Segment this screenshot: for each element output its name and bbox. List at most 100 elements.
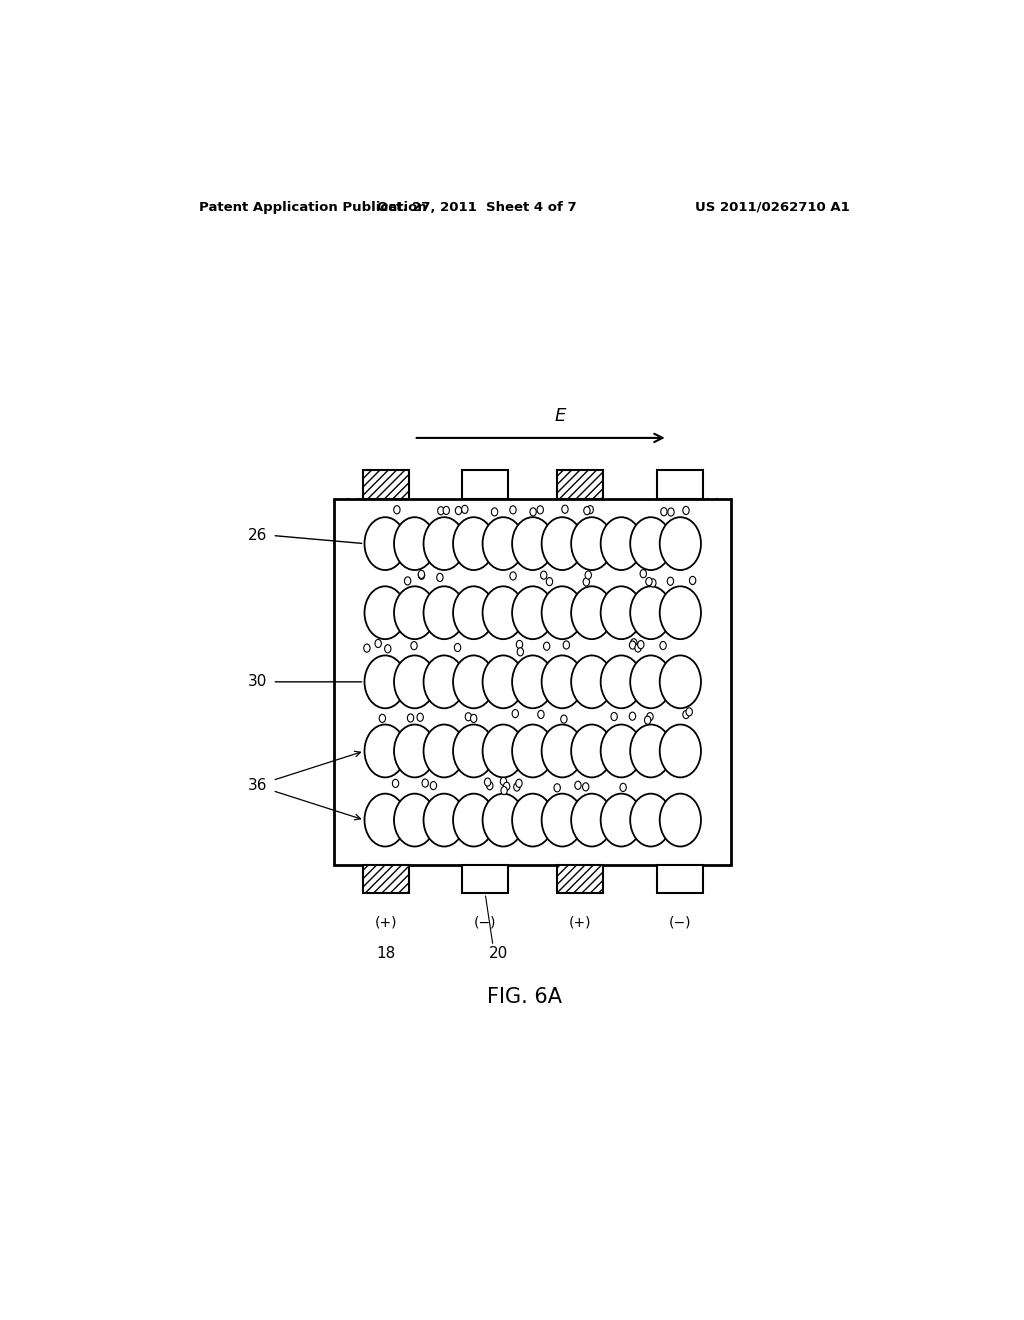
Bar — [462, 470, 508, 499]
Bar — [362, 470, 409, 499]
Circle shape — [456, 507, 462, 515]
Circle shape — [470, 714, 477, 722]
Circle shape — [482, 517, 524, 570]
Circle shape — [646, 577, 652, 586]
Circle shape — [537, 506, 544, 513]
Circle shape — [542, 517, 583, 570]
Bar — [334, 499, 731, 865]
Circle shape — [394, 517, 435, 570]
Circle shape — [546, 578, 553, 586]
Circle shape — [365, 793, 406, 846]
Circle shape — [601, 656, 642, 709]
Circle shape — [482, 656, 524, 709]
Circle shape — [630, 586, 672, 639]
Circle shape — [571, 656, 612, 709]
Bar — [557, 470, 603, 499]
Circle shape — [635, 644, 641, 652]
Circle shape — [424, 793, 465, 846]
Bar — [557, 865, 603, 894]
Circle shape — [668, 508, 674, 516]
Circle shape — [686, 708, 692, 715]
Circle shape — [571, 586, 612, 639]
Circle shape — [465, 713, 471, 721]
Circle shape — [649, 579, 656, 587]
Circle shape — [538, 710, 544, 718]
Circle shape — [394, 656, 435, 709]
Circle shape — [462, 506, 468, 513]
Circle shape — [453, 656, 495, 709]
Circle shape — [453, 793, 495, 846]
Circle shape — [601, 586, 642, 639]
Bar — [362, 865, 409, 894]
Circle shape — [512, 710, 518, 718]
Bar — [557, 470, 603, 499]
Circle shape — [587, 506, 593, 513]
Circle shape — [455, 643, 461, 652]
Circle shape — [424, 656, 465, 709]
Circle shape — [424, 517, 465, 570]
Circle shape — [544, 642, 550, 651]
Circle shape — [574, 781, 582, 789]
Circle shape — [659, 656, 701, 709]
Circle shape — [630, 517, 672, 570]
Circle shape — [484, 777, 490, 787]
Circle shape — [512, 517, 553, 570]
Circle shape — [631, 639, 637, 647]
Text: 20: 20 — [489, 946, 508, 961]
Circle shape — [640, 570, 646, 578]
Text: (+): (+) — [375, 916, 397, 929]
Text: 30: 30 — [248, 675, 267, 689]
Circle shape — [683, 710, 689, 718]
Circle shape — [659, 586, 701, 639]
Circle shape — [512, 586, 553, 639]
Circle shape — [394, 793, 435, 846]
Circle shape — [492, 508, 498, 516]
Text: E: E — [555, 407, 566, 425]
Circle shape — [542, 656, 583, 709]
Circle shape — [385, 644, 391, 653]
Circle shape — [393, 506, 400, 513]
Circle shape — [486, 781, 493, 789]
Text: US 2011/0262710 A1: US 2011/0262710 A1 — [695, 201, 850, 214]
Circle shape — [530, 508, 537, 516]
Circle shape — [408, 714, 414, 722]
Circle shape — [601, 793, 642, 846]
Circle shape — [512, 793, 553, 846]
Text: Patent Application Publication: Patent Application Publication — [200, 201, 427, 214]
Circle shape — [683, 507, 689, 515]
Circle shape — [563, 642, 569, 649]
Circle shape — [583, 578, 590, 586]
Circle shape — [510, 572, 516, 579]
Text: 26: 26 — [248, 528, 267, 543]
Circle shape — [541, 572, 547, 579]
Circle shape — [394, 586, 435, 639]
Bar — [362, 865, 409, 894]
Bar — [656, 865, 702, 894]
Circle shape — [437, 507, 444, 515]
Circle shape — [453, 586, 495, 639]
Bar — [557, 865, 603, 894]
Text: 36: 36 — [248, 777, 267, 793]
Circle shape — [561, 715, 567, 723]
Circle shape — [638, 640, 644, 648]
Circle shape — [659, 642, 667, 649]
Circle shape — [585, 572, 592, 579]
Circle shape — [365, 517, 406, 570]
Circle shape — [620, 783, 627, 792]
Circle shape — [364, 644, 370, 652]
Circle shape — [644, 715, 651, 725]
Text: (−): (−) — [474, 916, 497, 929]
Circle shape — [647, 713, 653, 721]
Text: 18: 18 — [376, 946, 395, 961]
Circle shape — [504, 783, 510, 791]
Text: (−): (−) — [669, 916, 691, 929]
Circle shape — [514, 783, 520, 791]
Circle shape — [554, 784, 560, 792]
Circle shape — [482, 793, 524, 846]
Circle shape — [453, 517, 495, 570]
Circle shape — [630, 793, 672, 846]
Circle shape — [365, 656, 406, 709]
Text: Oct. 27, 2011  Sheet 4 of 7: Oct. 27, 2011 Sheet 4 of 7 — [378, 201, 577, 214]
Circle shape — [430, 781, 436, 789]
Circle shape — [660, 508, 667, 516]
